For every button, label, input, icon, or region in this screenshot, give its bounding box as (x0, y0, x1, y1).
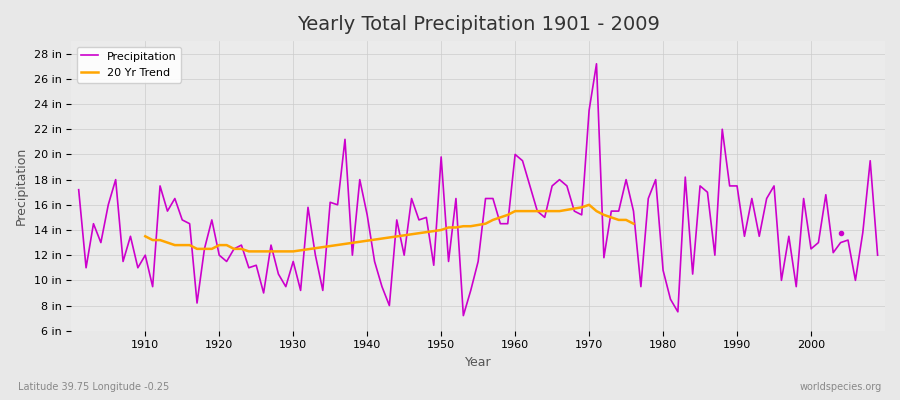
20 Yr Trend (436, 228, 446, 232)
20 Yr Trend (576, 205, 587, 210)
X-axis label: Year: Year (464, 356, 491, 369)
Precipitation (518, 158, 528, 163)
20 Yr Trend (273, 249, 284, 254)
20 Yr Trend (562, 208, 572, 212)
20 Yr Trend (591, 209, 602, 214)
20 Yr Trend (525, 209, 535, 214)
20 Yr Trend (192, 246, 202, 251)
20 Yr Trend (162, 240, 173, 245)
20 Yr Trend (472, 222, 483, 227)
Precipitation (591, 61, 602, 66)
20 Yr Trend (176, 243, 187, 248)
20 Yr Trend (206, 246, 217, 251)
20 Yr Trend (281, 249, 292, 254)
Y-axis label: Precipitation: Precipitation (15, 147, 28, 225)
20 Yr Trend (598, 212, 609, 217)
20 Yr Trend (155, 238, 166, 242)
20 Yr Trend (539, 209, 550, 214)
20 Yr Trend (532, 209, 543, 214)
20 Yr Trend (258, 249, 269, 254)
20 Yr Trend (546, 209, 557, 214)
20 Yr Trend (488, 218, 499, 222)
Title: Yearly Total Precipitation 1901 - 2009: Yearly Total Precipitation 1901 - 2009 (297, 15, 660, 34)
20 Yr Trend (584, 202, 595, 207)
20 Yr Trend (509, 209, 520, 214)
20 Yr Trend (266, 249, 276, 254)
20 Yr Trend (251, 249, 262, 254)
Precipitation (458, 313, 469, 318)
Precipitation (132, 265, 143, 270)
Text: Latitude 39.75 Longitude -0.25: Latitude 39.75 Longitude -0.25 (18, 382, 169, 392)
20 Yr Trend (458, 224, 469, 229)
20 Yr Trend (451, 225, 462, 230)
20 Yr Trend (443, 225, 454, 230)
20 Yr Trend (148, 238, 158, 242)
20 Yr Trend (243, 249, 254, 254)
20 Yr Trend (554, 209, 565, 214)
Text: worldspecies.org: worldspecies.org (800, 382, 882, 392)
Line: Precipitation: Precipitation (78, 64, 878, 316)
20 Yr Trend (184, 243, 195, 248)
Precipitation (73, 187, 84, 192)
20 Yr Trend (236, 246, 247, 251)
Precipitation (509, 152, 520, 157)
Legend: Precipitation, 20 Yr Trend: Precipitation, 20 Yr Trend (76, 47, 181, 83)
20 Yr Trend (465, 224, 476, 229)
20 Yr Trend (621, 218, 632, 222)
Precipitation (872, 253, 883, 258)
20 Yr Trend (606, 215, 616, 220)
20 Yr Trend (518, 209, 528, 214)
20 Yr Trend (480, 221, 491, 226)
Precipitation (295, 288, 306, 293)
20 Yr Trend (495, 215, 506, 220)
20 Yr Trend (169, 243, 180, 248)
20 Yr Trend (288, 249, 299, 254)
20 Yr Trend (613, 218, 624, 222)
Precipitation (613, 209, 624, 214)
20 Yr Trend (502, 212, 513, 217)
Line: 20 Yr Trend: 20 Yr Trend (145, 205, 634, 251)
20 Yr Trend (628, 221, 639, 226)
20 Yr Trend (199, 246, 210, 251)
20 Yr Trend (229, 246, 239, 251)
20 Yr Trend (569, 206, 580, 211)
20 Yr Trend (140, 234, 150, 239)
20 Yr Trend (221, 243, 232, 248)
20 Yr Trend (214, 243, 225, 248)
Precipitation (339, 137, 350, 142)
